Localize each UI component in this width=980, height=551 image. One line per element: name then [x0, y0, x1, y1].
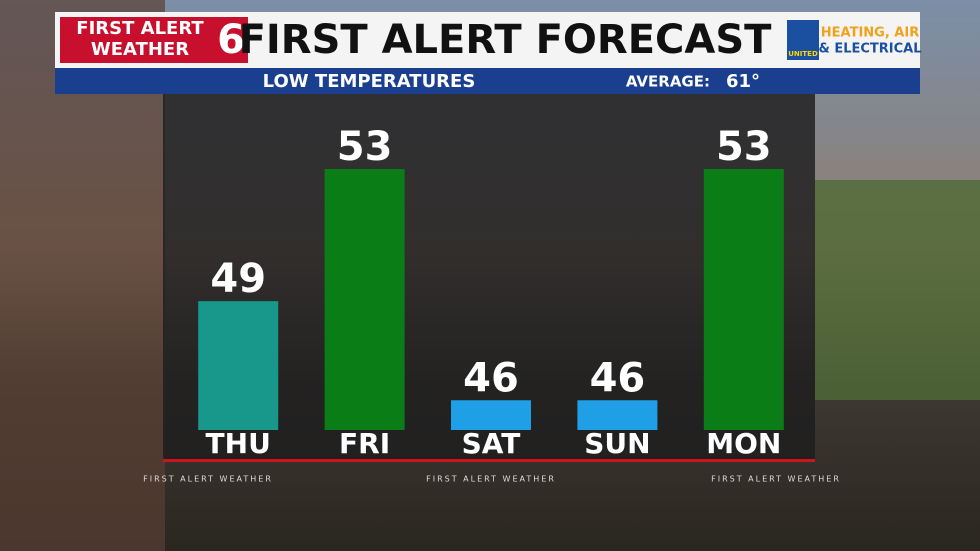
- brand-top: FIRST ALERT: [76, 18, 204, 39]
- sponsor-logo-box: [787, 20, 819, 60]
- grass: [815, 180, 980, 400]
- average-label: AVERAGE:: [626, 73, 710, 91]
- base-line: [163, 459, 815, 462]
- x-tick-label: SUN: [584, 427, 650, 460]
- sponsor-top: HEATING, AIR: [821, 26, 919, 41]
- brand-bottom: WEATHER: [91, 39, 189, 60]
- sponsor-bottom: & ELECTRICAL: [818, 42, 921, 57]
- x-tick-label: FRI: [339, 427, 390, 460]
- footer-text: FIRST ALERT WEATHER: [711, 475, 841, 484]
- subheader-bar: [55, 68, 920, 94]
- channel: 6: [217, 17, 245, 63]
- bar: [577, 400, 658, 430]
- average-value: 61°: [726, 71, 760, 92]
- bar: [703, 169, 784, 430]
- bar: [198, 301, 279, 430]
- bar: [324, 169, 405, 430]
- x-tick-label: THU: [206, 427, 271, 460]
- brand-box: [60, 17, 248, 63]
- header-title: FIRST ALERT FORECAST: [239, 17, 773, 63]
- x-tick-label: SAT: [462, 427, 521, 460]
- footer-text: FIRST ALERT WEATHER: [426, 475, 556, 484]
- chart-title: LOW TEMPERATURES: [263, 71, 476, 92]
- x-tick-label: MON: [706, 427, 781, 460]
- value-label: 46: [463, 355, 519, 401]
- value-label: 49: [210, 256, 266, 302]
- bar: [451, 400, 531, 430]
- sponsor-logo: UNITED: [788, 50, 818, 58]
- footer-text: FIRST ALERT WEATHER: [143, 475, 273, 484]
- value-label: 53: [337, 124, 393, 170]
- value-label: 53: [716, 124, 772, 170]
- value-label: 46: [590, 355, 646, 401]
